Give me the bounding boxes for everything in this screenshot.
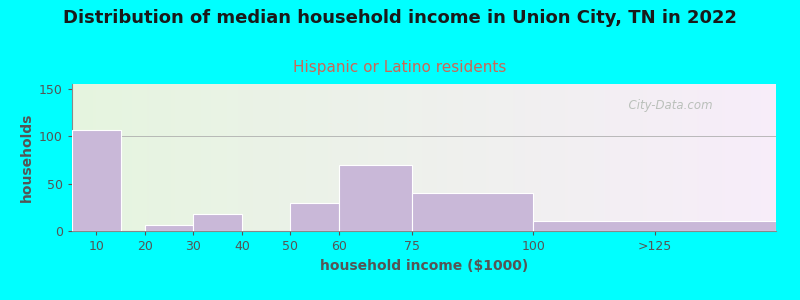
Bar — [339, 165, 412, 231]
Y-axis label: households: households — [19, 113, 34, 202]
X-axis label: household income ($1000): household income ($1000) — [320, 259, 528, 273]
Bar — [290, 202, 339, 231]
Text: City-Data.com: City-Data.com — [621, 99, 713, 112]
Bar — [534, 220, 776, 231]
Bar — [72, 130, 121, 231]
Text: Hispanic or Latino residents: Hispanic or Latino residents — [294, 60, 506, 75]
Text: Distribution of median household income in Union City, TN in 2022: Distribution of median household income … — [63, 9, 737, 27]
Bar — [145, 225, 194, 231]
Bar — [194, 214, 242, 231]
Bar — [412, 193, 534, 231]
